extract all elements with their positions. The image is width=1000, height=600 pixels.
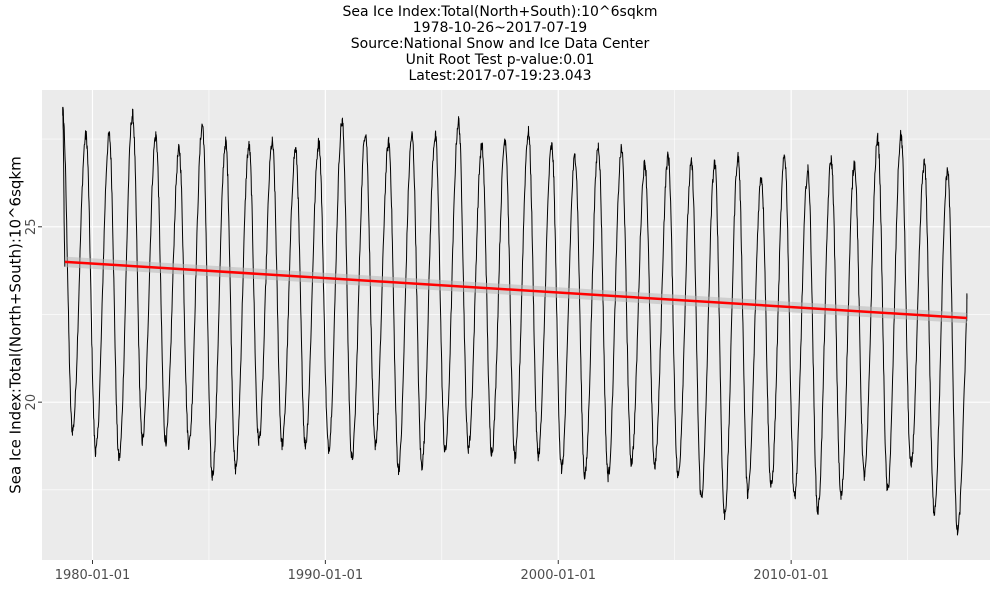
title-line: Sea Ice Index:Total(North+South):10^6sqk… <box>342 4 658 20</box>
subtitle-date-range: 1978-10-26~2017-07-19 <box>412 20 588 36</box>
chart-title: Sea Ice Index:Total(North+South):10^6sqk… <box>0 4 1000 84</box>
x-tick-label: 2000-01-01 <box>520 568 596 583</box>
x-tick-label: 1990-01-01 <box>288 568 364 583</box>
subtitle-unit-root-test: Unit Root Test p-value:0.01 <box>405 52 595 68</box>
y-tick-label: 20 <box>24 394 39 411</box>
trend-line <box>64 260 968 320</box>
x-tick-label: 1980-01-01 <box>55 568 131 583</box>
x-tick-label: 2010-01-01 <box>753 568 829 583</box>
y-tick-label: 25 <box>24 219 39 236</box>
subtitle-source: Source:National Snow and Ice Data Center <box>350 36 650 52</box>
sea-ice-series-line <box>62 106 968 536</box>
subtitle-latest: Latest:2017-07-19:23.043 <box>408 68 592 84</box>
